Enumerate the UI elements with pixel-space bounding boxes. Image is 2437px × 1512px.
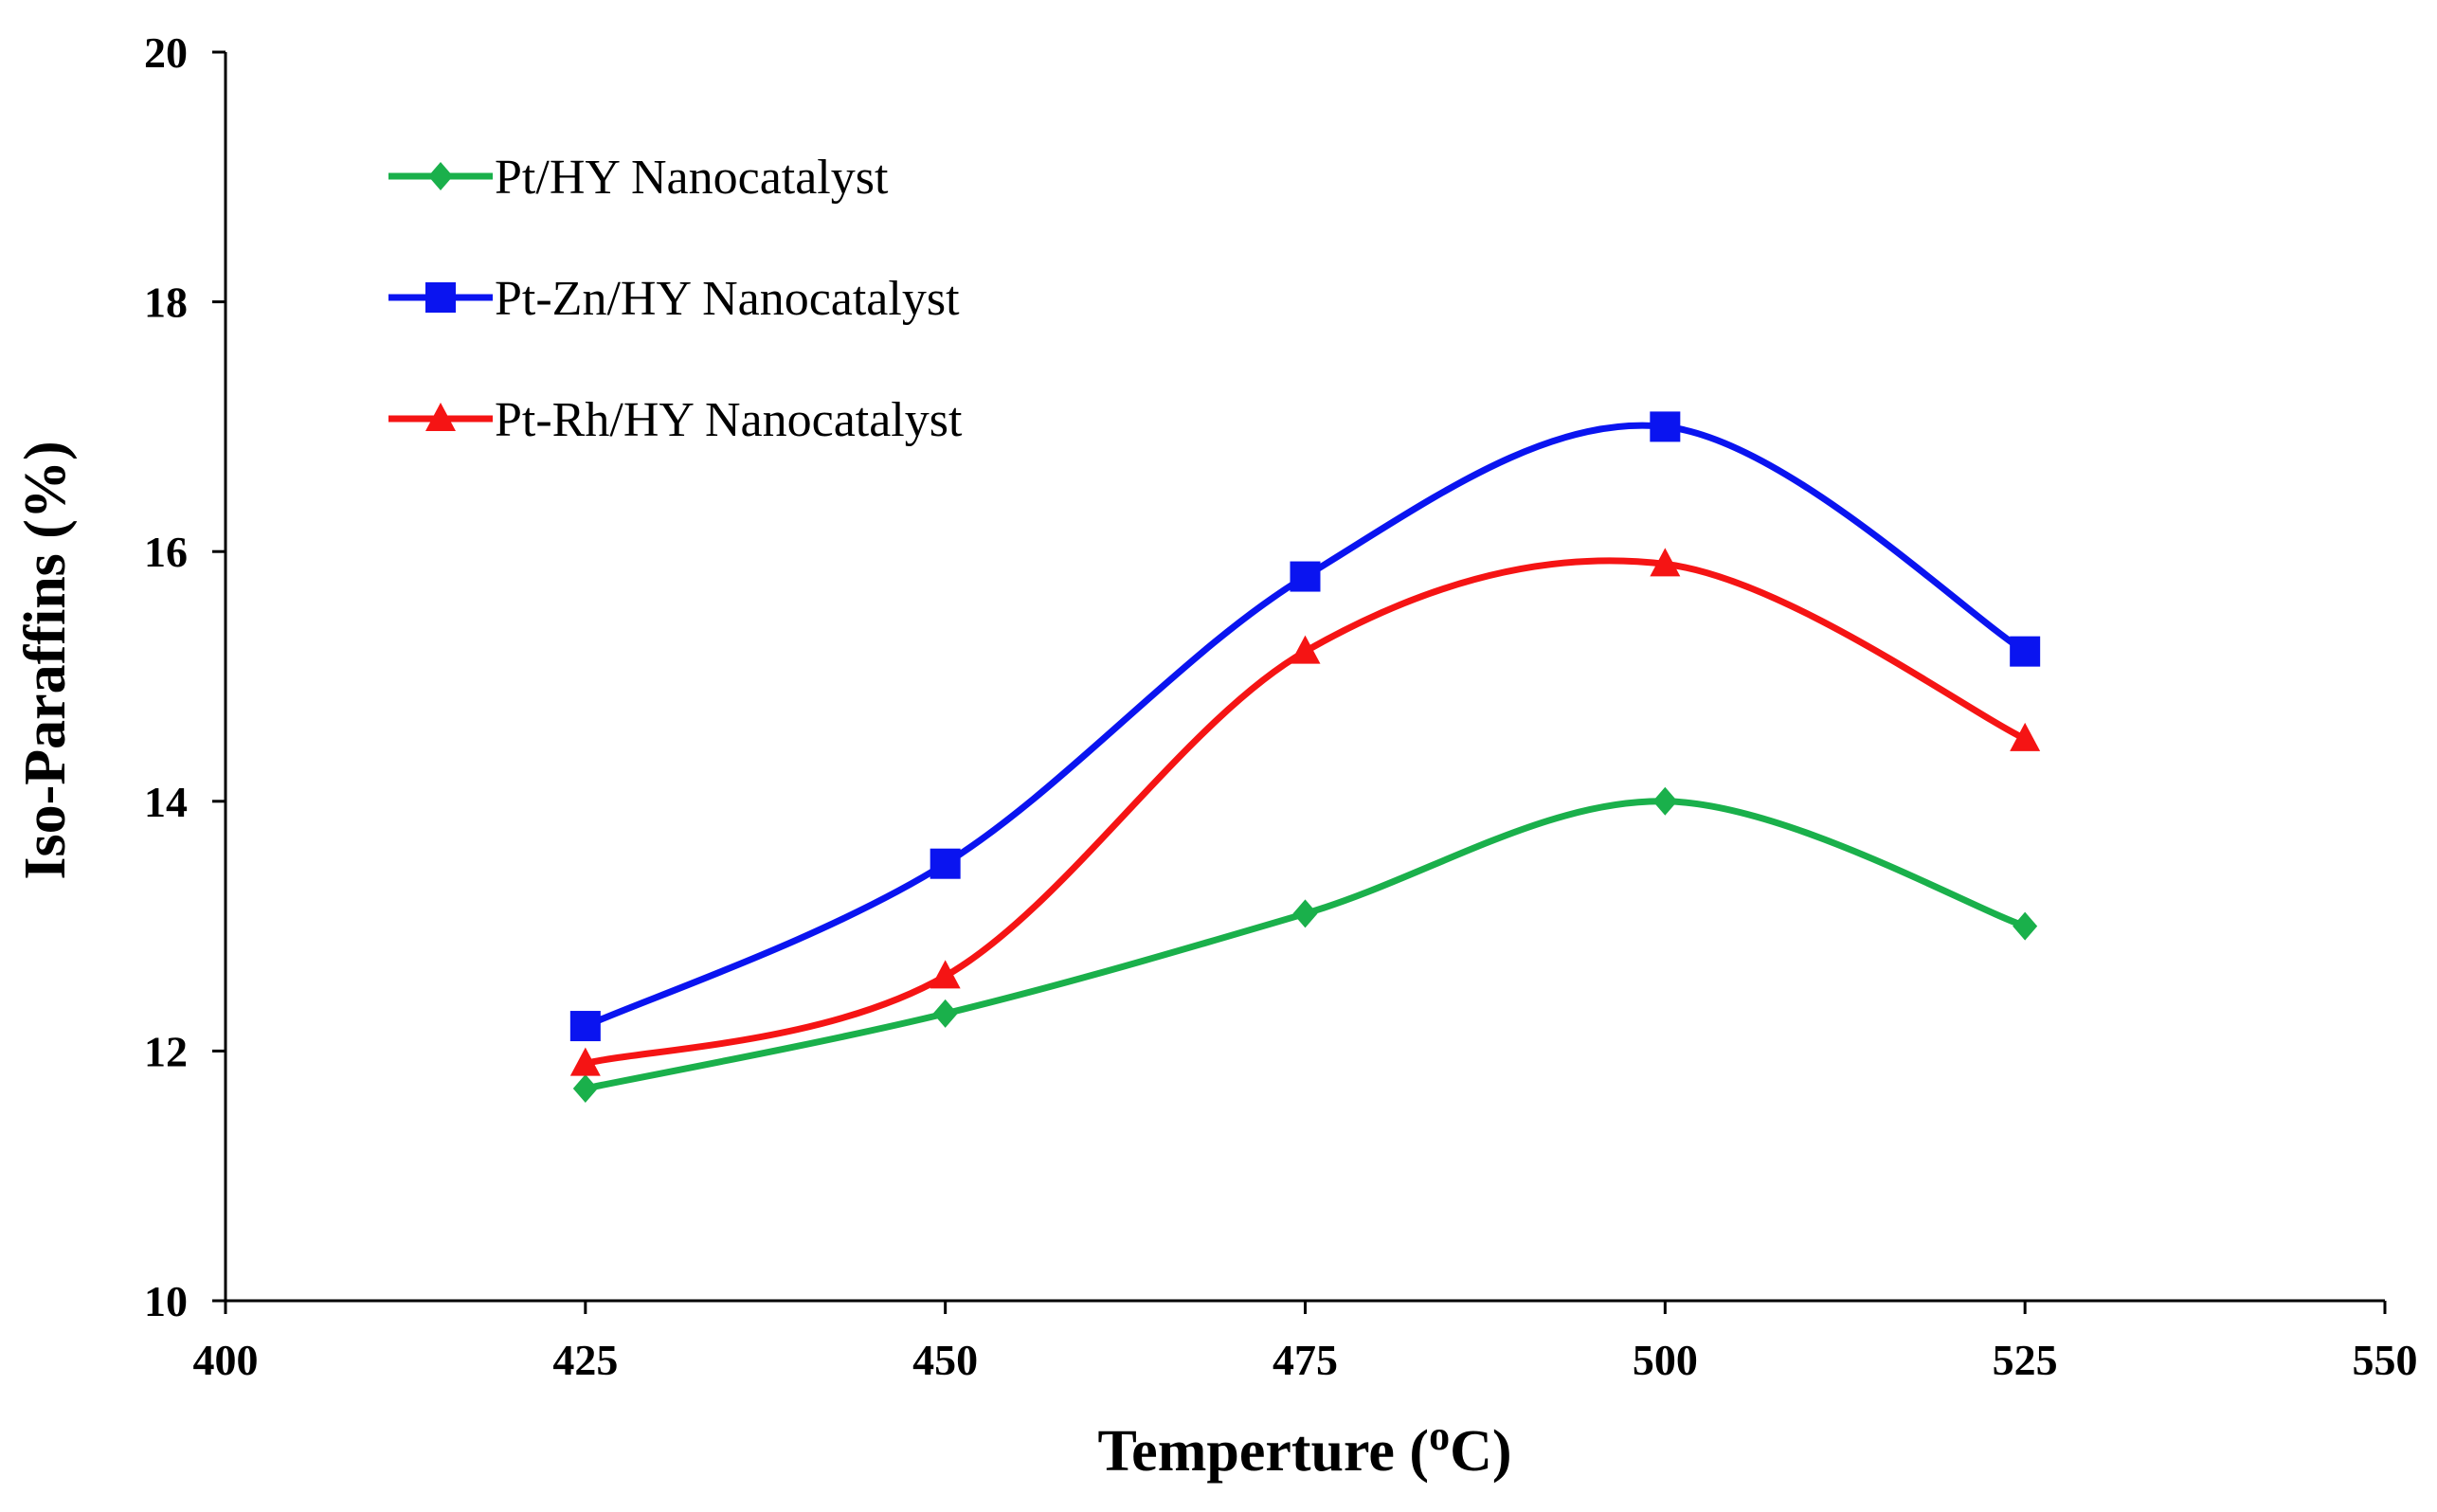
- legend-label: Pt-Rh/HY Nanocatalyst: [495, 393, 963, 447]
- legend-label: Pt/HY Nanocatalyst: [495, 151, 889, 205]
- legend: Pt/HY Nanocatalyst Pt-Zn/HY Nanocatalyst P…: [388, 151, 963, 447]
- x-tick-label: 400: [193, 1336, 259, 1384]
- x-tick-label: 550: [2353, 1336, 2418, 1384]
- data-point: [932, 999, 958, 1028]
- data-point: [1290, 635, 1321, 664]
- data-point: [1650, 411, 1681, 442]
- data-point: [1650, 548, 1681, 577]
- legend-marker: [425, 282, 456, 313]
- y-tick-label: 14: [144, 778, 188, 826]
- series-layer: [569, 411, 2041, 1103]
- y-tick-label: 10: [144, 1277, 188, 1325]
- data-point: [572, 1073, 598, 1103]
- legend-marker: [425, 403, 456, 431]
- legend-item: Pt-Rh/HY Nanocatalyst: [388, 393, 963, 447]
- y-tick-label: 16: [144, 528, 188, 576]
- x-tick-label: 475: [1273, 1336, 1338, 1384]
- data-point: [930, 848, 961, 879]
- y-axis-title: Iso-Paraffins (%): [13, 441, 78, 879]
- series-2: [569, 411, 2041, 1042]
- x-axis-title-superscript: o: [1429, 1413, 1450, 1459]
- legend-item: Pt/HY Nanocatalyst: [388, 151, 889, 205]
- data-point: [569, 1011, 601, 1042]
- series-1: [572, 786, 2038, 1103]
- legend-item: Pt-Zn/HY Nanocatalyst: [388, 272, 960, 326]
- series-3: [569, 548, 2041, 1076]
- legend-label: Pt-Zn/HY Nanocatalyst: [495, 272, 960, 326]
- x-axis-title: Temperture (oC): [1098, 1413, 1512, 1484]
- data-point: [1292, 899, 1318, 928]
- x-tick-label: 425: [552, 1336, 618, 1384]
- x-axis-title-unit: C): [1450, 1419, 1511, 1484]
- x-tick-label: 500: [1633, 1336, 1698, 1384]
- data-point: [1652, 786, 1678, 816]
- data-point: [569, 1047, 601, 1076]
- x-tick-label: 525: [1993, 1336, 2058, 1384]
- x-tick-label: 450: [912, 1336, 978, 1384]
- legend-marker: [428, 162, 453, 190]
- y-tick-label: 20: [144, 28, 188, 77]
- data-point: [930, 960, 961, 989]
- x-axis-title-main: Temperture (: [1098, 1419, 1430, 1484]
- data-point: [2010, 722, 2041, 751]
- axes: 400 425 450 475 500 525 550 10 12 14 16 18 20: [144, 28, 2418, 1384]
- data-point: [2010, 636, 2041, 667]
- series-line: [582, 798, 2029, 1092]
- y-tick-label: 18: [144, 279, 188, 327]
- y-tick-label: 12: [144, 1027, 188, 1075]
- data-point: [1290, 561, 1321, 592]
- data-point: [2013, 911, 2038, 941]
- series-line: [582, 422, 2029, 1030]
